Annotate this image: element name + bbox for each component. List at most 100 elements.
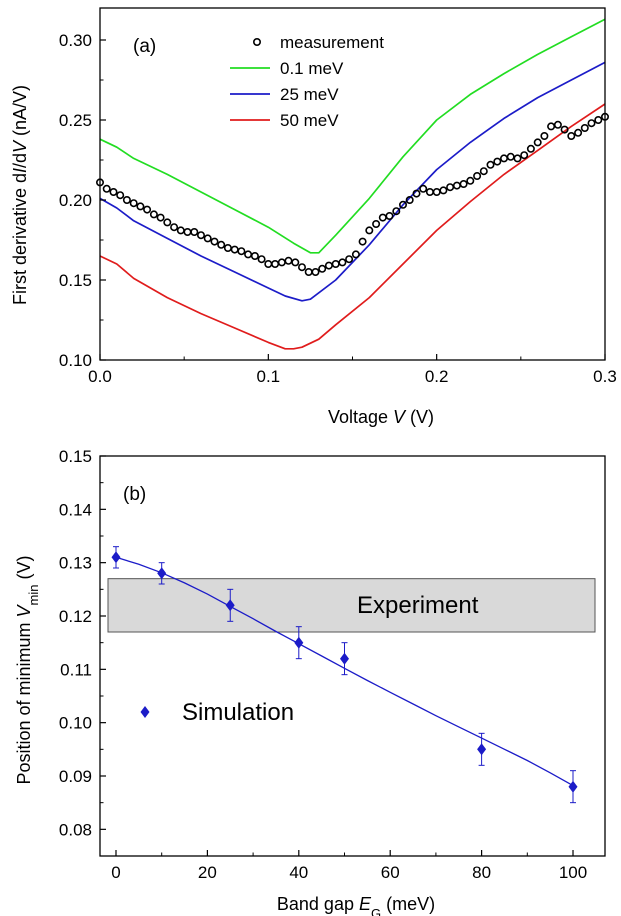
data-point-measurement (176, 226, 185, 235)
data-point-measurement (257, 255, 266, 264)
data-point-measurement (358, 237, 367, 246)
data-point-measurement (499, 154, 508, 163)
legend-marker-simulation (140, 706, 150, 718)
data-point-measurement (486, 160, 495, 169)
data-point-measurement (520, 151, 529, 160)
x-tick-label: 0.3 (593, 367, 617, 386)
plot-frame-a (99, 7, 606, 361)
data-point-measurement (459, 180, 468, 189)
data-point-measurement (277, 258, 286, 267)
data-point-measurement (412, 189, 421, 198)
data-point-simulation (111, 551, 121, 564)
data-point-measurement (284, 256, 293, 265)
x-axis-label-a: Voltage V (V) (328, 407, 434, 427)
y-tick-label: 0.20 (59, 191, 92, 210)
data-point-simulation (157, 567, 167, 580)
x-tick-label: 0.1 (257, 367, 281, 386)
data-point-measurement (217, 240, 226, 249)
data-point-measurement (351, 250, 360, 259)
data-point-measurement (170, 223, 179, 232)
data-point-measurement (560, 125, 569, 134)
y-tick-label: 0.15 (59, 271, 92, 290)
data-point-measurement (237, 247, 246, 256)
data-point-measurement (109, 188, 118, 197)
legend-label: measurement (280, 33, 384, 52)
data-point-measurement (230, 245, 239, 254)
data-point-measurement (318, 264, 327, 273)
data-point-measurement (419, 184, 428, 193)
legend-label: 0.1 meV (280, 59, 344, 78)
data-point-measurement (594, 116, 603, 125)
x-axis-label-b: Band gap EG (meV) (277, 894, 435, 916)
data-point-measurement (223, 244, 232, 253)
data-point-measurement (493, 157, 502, 166)
data-point-measurement (244, 250, 253, 259)
data-point-measurement (372, 220, 381, 229)
data-point-measurement (405, 196, 414, 205)
legend-label: 25 meV (280, 85, 339, 104)
data-point-measurement (324, 261, 333, 270)
data-point-measurement (553, 120, 562, 129)
y-tick-label: 0.15 (59, 447, 92, 466)
data-point-simulation (225, 599, 235, 612)
y-tick-label: 0.09 (59, 767, 92, 786)
data-point-measurement (547, 122, 556, 131)
y-tick-label: 0.11 (60, 660, 92, 679)
data-point-measurement (378, 213, 387, 222)
data-point-measurement (271, 259, 280, 268)
x-tick-label: 0.0 (88, 367, 112, 386)
panel-b: 0 20 40 60 80 100 0.08 0.09 0.10 0.11 0.12 0.13 0.14… (14, 447, 606, 916)
panel-label-a: (a) (133, 36, 156, 57)
x-tick-label: 0.2 (425, 367, 449, 386)
data-point-measurement (197, 231, 206, 240)
data-point-measurement (304, 267, 313, 276)
data-point-measurement (143, 205, 152, 214)
data-point-measurement (250, 252, 259, 261)
data-point-simulation (477, 743, 487, 756)
legend-a: measurement 0.1 meV 25 meV 50 meV (230, 33, 384, 130)
data-point-measurement (183, 228, 192, 237)
data-point-measurement (473, 172, 482, 181)
y-tick-label: 0.10 (59, 714, 92, 733)
data-point-measurement (338, 258, 347, 267)
experiment-label: Experiment (357, 592, 479, 619)
x-tick-label: 40 (289, 863, 308, 882)
data-point-measurement (432, 188, 441, 197)
data-point-measurement (446, 183, 455, 192)
legend-marker-measurement (253, 37, 262, 46)
data-point-measurement (331, 259, 340, 268)
y-tick-label: 0.30 (59, 31, 92, 50)
data-point-measurement (479, 167, 488, 176)
data-point-measurement (425, 188, 434, 197)
data-point-measurement (190, 228, 199, 237)
data-point-measurement (311, 267, 320, 276)
data-point-measurement (466, 176, 475, 185)
data-point-measurement (385, 212, 394, 221)
data-point-simulation (340, 652, 349, 665)
plot-frame-b (99, 455, 606, 857)
data-point-measurement (116, 191, 125, 200)
x-tick-label: 20 (198, 863, 217, 882)
data-point-measurement (122, 196, 131, 205)
data-point-measurement (264, 259, 273, 268)
data-point-measurement (203, 234, 212, 243)
y-tick-label: 0.13 (59, 554, 92, 573)
panel-label-b: (b) (123, 484, 146, 505)
y-axis-label-a: First derivative dI/dV (nA/V) (10, 85, 30, 305)
data-point-measurement (439, 186, 448, 195)
data-point-simulation (568, 780, 578, 793)
data-point-measurement (580, 124, 589, 133)
data-point-measurement (587, 119, 596, 128)
data-point-measurement (297, 263, 306, 272)
x-tick-label: 0 (111, 863, 120, 882)
data-point-simulation (294, 636, 304, 649)
x-tick-label: 100 (559, 863, 587, 882)
x-tick-label: 60 (381, 863, 400, 882)
data-point-measurement (102, 184, 111, 193)
y-tick-label: 0.14 (59, 500, 92, 519)
data-point-measurement (156, 213, 165, 222)
data-point-measurement (365, 226, 374, 235)
data-point-measurement (567, 132, 576, 141)
data-point-measurement (149, 210, 158, 219)
data-point-measurement (345, 255, 354, 264)
